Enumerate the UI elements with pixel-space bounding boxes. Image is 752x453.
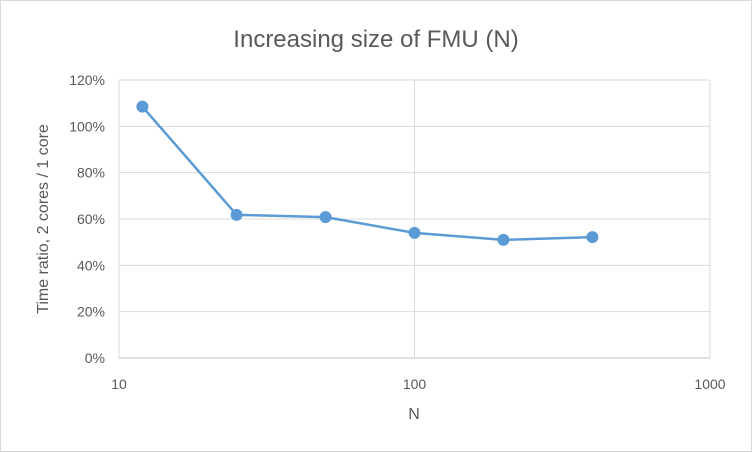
data-point: [408, 226, 421, 239]
y-axis-label: Time ratio, 2 cores / 1 core: [35, 124, 52, 314]
y-tick-label: 0%: [85, 350, 105, 366]
y-tick-label: 100%: [69, 118, 105, 134]
data-point: [136, 100, 149, 113]
data-point: [230, 208, 243, 221]
y-tick-label: 120%: [69, 72, 105, 88]
y-tick-label: 20%: [77, 304, 105, 320]
data-point: [586, 231, 599, 244]
y-tick-label: 40%: [77, 257, 105, 273]
tick-layer: 0% 20% 40% 60% 80% 100% 120% 10 100 1000: [69, 72, 726, 392]
y-tick-label: 80%: [77, 165, 105, 181]
x-tick-label: 1000: [694, 376, 725, 392]
series-layer: [136, 100, 599, 246]
grid-layer: [118, 79, 711, 359]
x-tick-label: 100: [403, 376, 427, 392]
x-axis-label: N: [408, 406, 420, 423]
y-tick-label: 60%: [77, 211, 105, 227]
data-point: [497, 233, 510, 246]
chart-title: Increasing size of FMU (N): [233, 26, 518, 53]
x-tick-label: 10: [111, 376, 127, 392]
series-line: [141, 105, 593, 242]
data-point: [319, 211, 332, 224]
